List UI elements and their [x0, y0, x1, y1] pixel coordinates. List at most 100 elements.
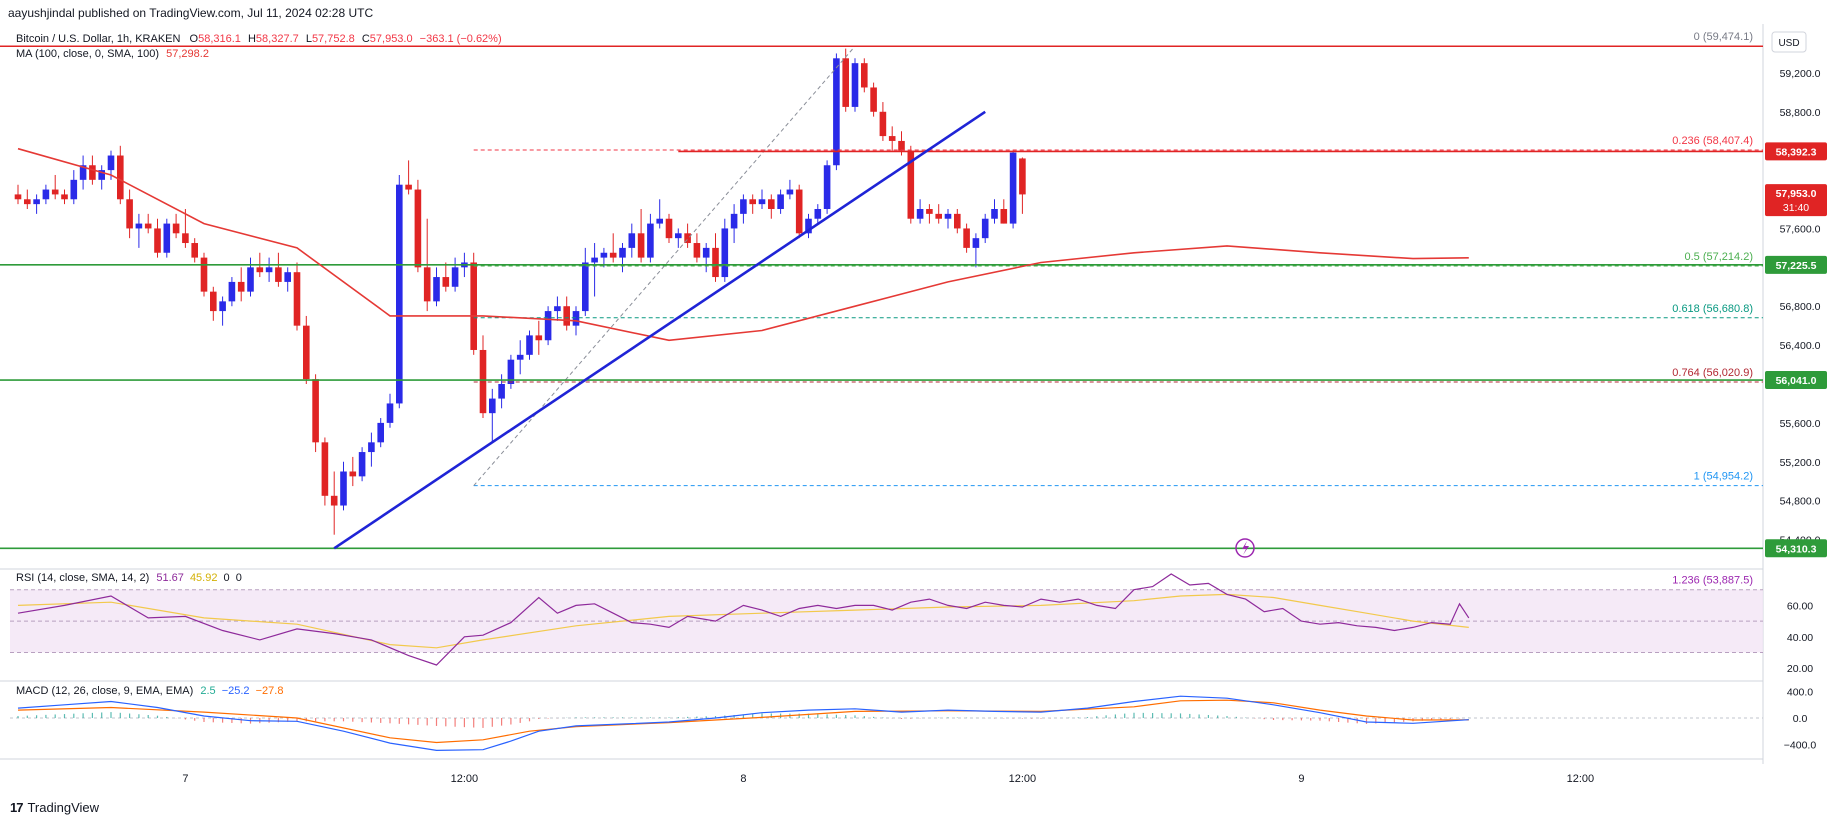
rsi-line — [17, 573, 1470, 666]
candle-body — [665, 218, 673, 239]
candle-body — [51, 189, 59, 195]
ma-legend: MA (100, close, 0, SMA, 100) — [16, 48, 159, 60]
candle-body — [135, 223, 143, 229]
svg-text:MA (100, close, 0, SMA, 100): MA (100, close, 0, SMA, 100) 57,298.2 — [16, 48, 209, 60]
publish-header: aayushjindal published on TradingView.co… — [8, 6, 374, 20]
candle-body — [600, 252, 608, 258]
price-tick: 57,600.0 — [1780, 223, 1821, 235]
svg-text:MACD (12, 26, close, 9, EMA, E: MACD (12, 26, close, 9, EMA, EMA) 2.5 −2… — [16, 685, 283, 697]
candle-body — [777, 194, 784, 209]
candle-body — [991, 209, 998, 219]
price-axis[interactable]: 59,200.058,800.058,400.057,600.056,800.0… — [1765, 68, 1827, 752]
fib-label: 0.5 (57,214.2) — [1685, 251, 1754, 263]
candle-body — [591, 257, 598, 263]
support-price-tag-bg — [1765, 371, 1827, 390]
fib-label: 0.618 (56,680.8) — [1672, 303, 1753, 315]
candle-body — [693, 243, 701, 258]
time-label: 12:00 — [451, 773, 479, 785]
support-price-tag: 57,225.5 — [1776, 260, 1817, 272]
chart-background — [0, 24, 1835, 794]
last-price-tag: 57,953.0 — [1776, 188, 1817, 200]
candle-body — [898, 140, 905, 151]
support-price-tag: 56,041.0 — [1776, 375, 1817, 387]
candle-body — [414, 189, 422, 268]
price-chart[interactable]: 0 (59,474.1) 0.236 (58,407.4) 0.5 (57,214.… — [0, 24, 1835, 794]
resistance-price-tag-bg — [1765, 142, 1827, 161]
candle-body — [14, 194, 22, 200]
candle-body — [563, 306, 570, 326]
lightning-icon[interactable] — [1235, 538, 1255, 558]
candle-body — [98, 170, 105, 180]
candle-body — [740, 199, 747, 214]
candle-body — [749, 199, 756, 205]
candle-body — [303, 325, 310, 380]
candle-body — [79, 165, 87, 180]
candle-body — [805, 218, 812, 234]
currency-button[interactable]: USD — [1771, 31, 1807, 53]
candle-body — [126, 199, 133, 229]
candle-body — [721, 228, 729, 278]
price-tick: 55,600.0 — [1780, 418, 1821, 430]
candle-body — [61, 194, 68, 200]
candle-body — [247, 267, 254, 292]
ma-line — [17, 147, 1469, 342]
candle-body — [433, 277, 440, 302]
tradingview-logo-icon: 17 — [10, 800, 24, 815]
time-label: 9 — [1298, 773, 1304, 785]
candle-body — [349, 471, 357, 477]
overlays: 0 (59,474.1) 0.236 (58,407.4) 0.5 (57,214.… — [0, 31, 1763, 586]
support-price-tag: 54,310.3 — [1776, 543, 1817, 555]
candle-body — [637, 233, 645, 258]
candle-body — [972, 238, 980, 248]
candle-body — [386, 403, 394, 423]
candle-body — [544, 311, 552, 341]
rsi-tick: 40.00 — [1787, 632, 1813, 644]
support-price-tag-bg — [1765, 539, 1827, 558]
candle-body — [182, 233, 189, 244]
candle-body — [312, 379, 319, 443]
svg-text:RSI (14, close, SMA, 14, 2): RSI (14, close, SMA, 14, 2) 51.67 45.92 … — [16, 572, 242, 584]
time-label: 8 — [740, 773, 746, 785]
candle-body — [396, 184, 403, 404]
macd-signal-line — [17, 699, 1469, 744]
candle-body — [405, 184, 412, 190]
candle-body — [293, 272, 301, 326]
candle-body — [656, 218, 663, 224]
panes — [0, 24, 1835, 794]
candle-body — [24, 199, 31, 205]
candle-body — [33, 199, 40, 205]
candle-body — [758, 199, 766, 205]
candle-body — [237, 281, 245, 292]
rsi-tick: 20.00 — [1787, 663, 1813, 675]
candle-body — [823, 165, 831, 209]
time-label: 12:00 — [1567, 773, 1595, 785]
candle-body — [1019, 158, 1026, 195]
candle-body — [526, 335, 533, 355]
candle-body — [795, 189, 803, 234]
candle-body — [89, 165, 96, 180]
candle-body — [42, 189, 50, 200]
candle-body — [489, 398, 496, 414]
candle-body — [935, 213, 942, 219]
candle-body — [535, 335, 543, 341]
candle-body — [516, 354, 524, 360]
candle-body — [684, 233, 691, 244]
candle-body — [358, 452, 366, 477]
candle-body — [442, 277, 450, 287]
candle-body — [507, 359, 515, 384]
svg-text:USD: USD — [1778, 38, 1799, 49]
candle-body — [609, 252, 617, 258]
candle-body — [172, 223, 180, 234]
candle-body — [275, 267, 282, 282]
candle-body — [154, 228, 161, 253]
rsi-tick: 60.00 — [1787, 600, 1813, 612]
candle-body — [916, 209, 924, 219]
candle-body — [498, 384, 505, 399]
candle-body — [888, 136, 896, 141]
macd-line — [17, 695, 1469, 752]
fib-label: 1.236 (53,887.5) — [1672, 574, 1753, 586]
candle-body — [368, 442, 375, 453]
candle-body — [833, 58, 840, 166]
macd-tick: 0.0 — [1793, 713, 1808, 725]
